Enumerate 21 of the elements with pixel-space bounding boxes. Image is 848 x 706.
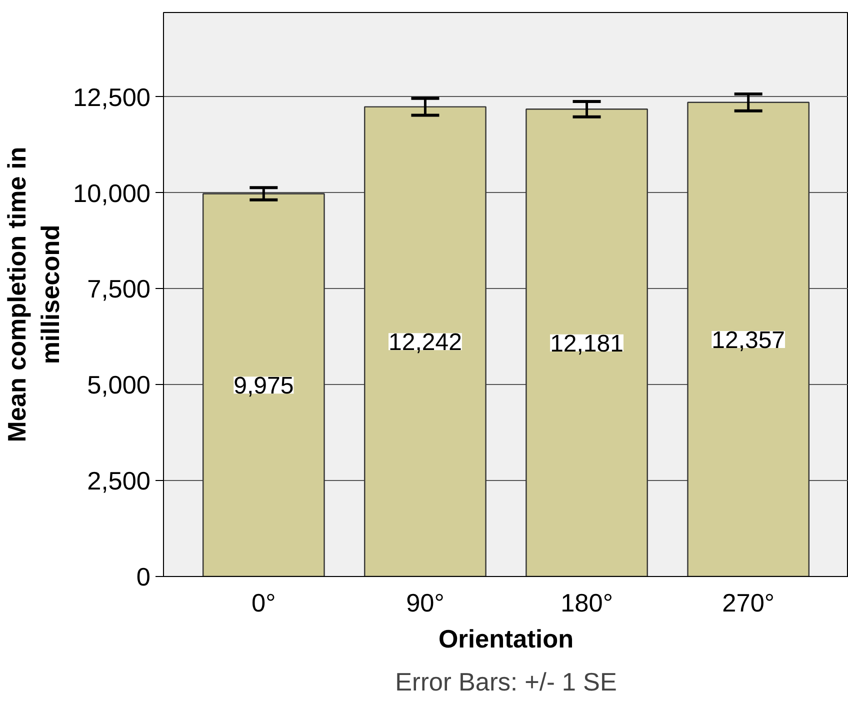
y-tick-label: 12,500 [73,84,150,112]
y-tick-label: 10,000 [73,180,150,208]
bar [687,102,810,576]
y-tick-label: 0 [136,564,151,592]
y-tick-label: 5,000 [87,372,151,400]
x-tick-label: 0° [252,590,276,618]
data-label: 12,181 [550,330,624,358]
x-tick-label: 270° [722,590,775,618]
x-tick-label: 90° [406,590,444,618]
bar [364,106,486,576]
bar [202,193,325,576]
y-tick-label: 2,500 [87,468,151,496]
data-label: 12,242 [388,329,462,356]
y-tick-label: 7,500 [87,276,151,304]
x-axis-title: Orientation [438,626,574,654]
data-label: 12,357 [712,326,786,354]
text: Error Bars: +/- 1 SE [395,668,617,696]
bar [526,108,648,576]
x-tick-label: 180° [560,590,613,618]
data-label: 9,975 [234,372,294,400]
y-axis-title: Mean completion time in millisecond [3,146,66,442]
